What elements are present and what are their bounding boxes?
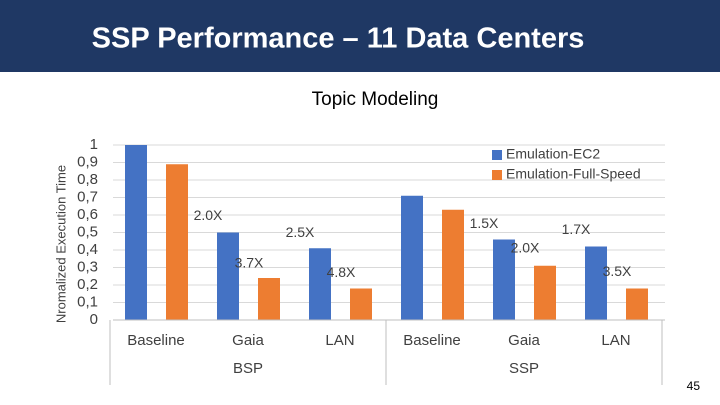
y-tick-label: 0,9 xyxy=(77,153,98,170)
y-tick-label: 0,6 xyxy=(77,206,98,223)
bar xyxy=(125,145,147,320)
bar xyxy=(258,278,280,320)
annotation: 2.0X xyxy=(194,207,223,223)
y-tick-label: 0 xyxy=(90,311,98,328)
legend-swatch xyxy=(492,170,502,180)
legend-label: Emulation-EC2 xyxy=(506,146,600,162)
y-axis-label: Nromalized Execution Time xyxy=(53,165,68,323)
group-label: BSP xyxy=(233,360,263,377)
annotation: 4.8X xyxy=(327,264,356,280)
y-tick-label: 0,1 xyxy=(77,293,98,310)
legend-label: Emulation-Full-Speed xyxy=(506,166,641,182)
bar xyxy=(585,246,607,320)
bar xyxy=(626,288,648,320)
y-tick-label: 0,5 xyxy=(77,223,98,240)
y-tick-label: 0,4 xyxy=(77,241,98,258)
bar xyxy=(217,232,239,320)
y-tick-label: 0,7 xyxy=(77,188,98,205)
annotation: 3.7X xyxy=(235,255,264,271)
x-tick-label: Baseline xyxy=(403,332,461,349)
bar xyxy=(442,209,464,320)
page-number: 45 xyxy=(687,379,701,393)
bar xyxy=(493,239,515,320)
bar xyxy=(401,195,423,320)
y-tick-label: 0,3 xyxy=(77,258,98,275)
y-tick-label: 0,2 xyxy=(77,276,98,293)
y-tick-label: 0,8 xyxy=(77,171,98,188)
x-tick-label: Gaia xyxy=(232,332,264,349)
group-label: SSP xyxy=(509,360,539,377)
bar xyxy=(166,164,188,320)
annotation: 1.5X xyxy=(470,215,499,231)
bar xyxy=(350,288,372,320)
x-tick-label: Baseline xyxy=(127,332,185,349)
header-bar xyxy=(0,0,720,72)
x-tick-label: LAN xyxy=(325,332,354,349)
chart-title: Topic Modeling xyxy=(312,89,439,110)
annotation: 2.0X xyxy=(511,239,540,255)
bar xyxy=(534,265,556,320)
slide-title: SSP Performance – 11 Data Centers xyxy=(92,23,585,55)
legend-swatch xyxy=(492,150,502,160)
annotation: 1.7X xyxy=(562,221,591,237)
x-tick-label: LAN xyxy=(601,332,630,349)
y-tick-label: 1 xyxy=(90,136,98,153)
x-tick-label: Gaia xyxy=(508,332,540,349)
annotation: 2.5X xyxy=(286,224,315,240)
bar xyxy=(309,248,331,320)
annotation: 3.5X xyxy=(603,263,632,279)
